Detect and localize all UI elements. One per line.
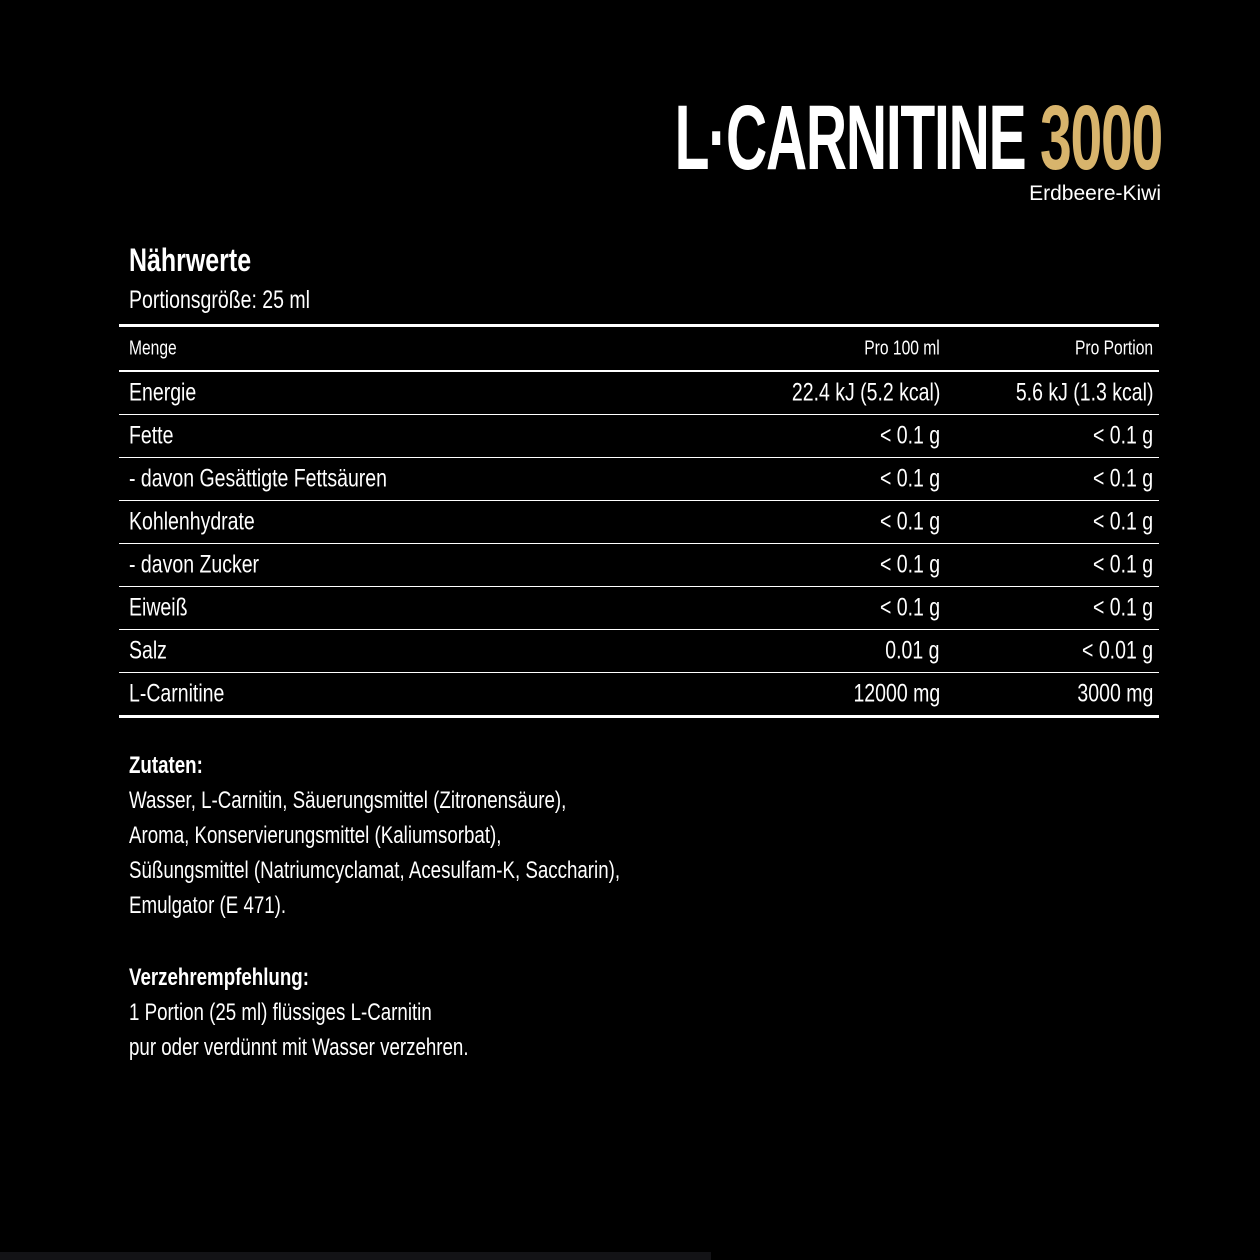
divider — [119, 672, 1159, 673]
title-main: L·CARNITINE — [674, 87, 1027, 189]
product-title: L·CARNITINE 3000 — [376, 87, 1164, 189]
table-row: - davon Gesättigte Fettsäuren < 0.1 g < … — [119, 458, 1159, 500]
ingredients-section: Zutaten: Wasser, L-Carnitin, Säuerungsmi… — [129, 748, 759, 923]
divider — [119, 324, 1159, 327]
value-per-portion: < 0.1 g — [1092, 507, 1153, 536]
nutrient-name: Eiweiß — [129, 593, 188, 622]
value-per-100ml: 22.4 kJ (5.2 kcal) — [791, 378, 940, 407]
divider — [119, 543, 1159, 544]
table-header: Menge Pro 100 ml Pro Portion — [119, 327, 1159, 370]
ingredients-heading: Zutaten: — [129, 752, 203, 779]
ingredients-line: Aroma, Konservierungsmittel (Kaliumsorba… — [129, 822, 502, 849]
value-per-portion: < 0.1 g — [1092, 464, 1153, 493]
nutrient-name: Fette — [129, 421, 174, 450]
column-header-menge: Menge — [129, 337, 177, 359]
recommendation-line: 1 Portion (25 ml) flüssiges L-Carnitin — [129, 999, 432, 1026]
column-header-pro-portion: Pro Portion — [1074, 337, 1153, 359]
nutrient-name: Kohlenhydrate — [129, 507, 255, 536]
divider — [119, 457, 1159, 458]
table-row: Fette < 0.1 g < 0.1 g — [119, 415, 1159, 457]
nutrient-name: Energie — [129, 378, 197, 407]
value-per-100ml: < 0.1 g — [879, 593, 940, 622]
nutrient-name: - davon Zucker — [129, 550, 260, 579]
ingredients-line: Emulgator (E 471). — [129, 892, 287, 919]
recommendation-section: Verzehrempfehlung: 1 Portion (25 ml) flü… — [129, 960, 564, 1065]
nutrition-heading: Nährwerte — [129, 242, 252, 278]
horizontal-scrollbar[interactable] — [0, 1252, 711, 1260]
table-row: - davon Zucker < 0.1 g < 0.1 g — [119, 544, 1159, 586]
table-row: Kohlenhydrate < 0.1 g < 0.1 g — [119, 501, 1159, 543]
divider — [119, 586, 1159, 587]
nutrient-name: L-Carnitine — [129, 679, 225, 708]
value-per-100ml: 12000 mg — [853, 679, 940, 708]
column-header-pro-100ml: Pro 100 ml — [864, 337, 940, 359]
nutrient-name: Salz — [129, 636, 167, 665]
value-per-portion: 5.6 kJ (1.3 kcal) — [1015, 378, 1153, 407]
nutrition-table: Menge Pro 100 ml Pro Portion Energie 22.… — [119, 324, 1159, 718]
value-per-portion: < 0.1 g — [1092, 421, 1153, 450]
value-per-100ml: < 0.1 g — [879, 421, 940, 450]
value-per-portion: 3000 mg — [1077, 679, 1153, 708]
table-row: L-Carnitine 12000 mg 3000 mg — [119, 673, 1159, 715]
ingredients-line: Süßungsmittel (Natriumcyclamat, Acesulfa… — [129, 857, 621, 884]
divider — [119, 715, 1159, 718]
value-per-100ml: < 0.1 g — [879, 464, 940, 493]
nutrient-name: - davon Gesättigte Fettsäuren — [129, 464, 387, 493]
table-row: Energie 22.4 kJ (5.2 kcal) 5.6 kJ (1.3 k… — [119, 372, 1159, 414]
value-per-100ml: < 0.1 g — [879, 550, 940, 579]
value-per-100ml: < 0.1 g — [879, 507, 940, 536]
serving-size: Portionsgröße: 25 ml — [129, 286, 310, 314]
recommendation-heading: Verzehrempfehlung: — [129, 964, 309, 991]
recommendation-line: pur oder verdünnt mit Wasser verzehren. — [129, 1034, 469, 1061]
title-accent: 3000 — [1040, 87, 1163, 189]
divider — [119, 500, 1159, 501]
value-per-portion: < 0.1 g — [1092, 593, 1153, 622]
divider — [119, 414, 1159, 415]
ingredients-line: Wasser, L-Carnitin, Säuerungsmittel (Zit… — [129, 787, 567, 814]
table-row: Eiweiß < 0.1 g < 0.1 g — [119, 587, 1159, 629]
value-per-portion: < 0.1 g — [1092, 550, 1153, 579]
flavor-label: Erdbeere-Kiwi — [1029, 182, 1161, 205]
divider — [119, 629, 1159, 630]
value-per-100ml: 0.01 g — [885, 636, 940, 665]
table-row: Salz 0.01 g < 0.01 g — [119, 630, 1159, 672]
divider — [119, 370, 1159, 372]
value-per-portion: < 0.01 g — [1081, 636, 1153, 665]
